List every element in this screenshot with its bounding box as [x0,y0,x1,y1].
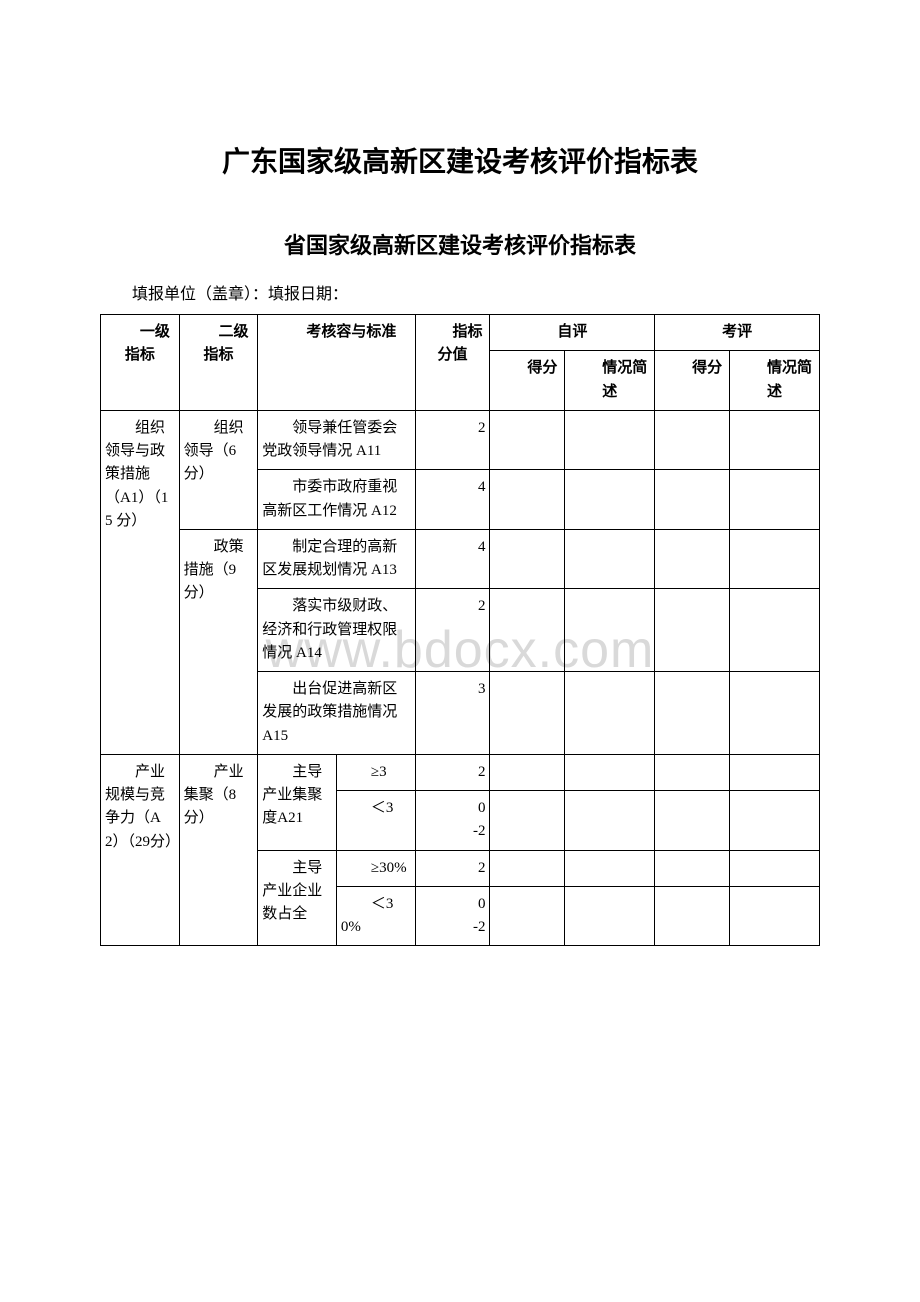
col-level2: 二级指标 [179,315,258,411]
eval-desc-cell [730,589,820,672]
col-self-score: 得分 [490,351,565,411]
table-row: 组织领导与政策措施（A1）（15 分） 组织领导（6分） 领导兼任管委会党政领导… [101,410,820,470]
eval-score-cell [655,791,730,851]
criteria-cell: 制定合理的高新区发展规划情况 A13 [258,529,415,589]
eval-desc-cell [565,791,655,851]
col-level1: 一级指标 [101,315,180,411]
eval-desc-cell [565,410,655,470]
criteria-cell: 市委市政府重视高新区工作情况 A12 [258,470,415,530]
document-content: 广东国家级高新区建设考核评价指标表 省国家级高新区建设考核评价指标表 填报单位（… [100,140,820,946]
eval-score-cell [490,529,565,589]
eval-desc-cell [730,529,820,589]
eval-desc-cell [730,850,820,886]
condition-cell: ≥3 [336,754,415,790]
fill-info-line: 填报单位（盖章）：填报日期： [100,280,820,304]
score-cell: 0 -2 [415,886,490,946]
col-self-desc: 情况简述 [565,351,655,411]
criteria-cell: 主导产业集聚度A21 [258,754,337,850]
col-points: 指标分值 [415,315,490,411]
score-cell: 4 [415,529,490,589]
eval-score-cell [490,791,565,851]
eval-score-cell [655,886,730,946]
table-row: 政策措施（9分） 制定合理的高新区发展规划情况 A134 [101,529,820,589]
level2-cell: 产业集聚（8分） [179,754,258,946]
eval-score-cell [490,470,565,530]
eval-score-cell [490,589,565,672]
score-cell: 4 [415,470,490,530]
eval-desc-cell [565,529,655,589]
eval-score-cell [655,850,730,886]
eval-desc-cell [565,589,655,672]
eval-score-cell [490,410,565,470]
eval-desc-cell [565,470,655,530]
eval-score-cell [655,589,730,672]
evaluation-table: 一级指标 二级指标 考核容与标准 指标分值 自评 考评 得分 情况简述 得分 情… [100,314,820,946]
condition-cell: ≥30% [336,850,415,886]
eval-desc-cell [730,791,820,851]
condition-cell: ＜3 [336,791,415,851]
level1-cell: 组织领导与政策措施（A1）（15 分） [101,410,180,754]
eval-desc-cell [730,886,820,946]
score-cell: 2 [415,850,490,886]
criteria-cell: 出台促进高新区发展的政策措施情况 A15 [258,672,415,755]
eval-score-cell [490,886,565,946]
main-title: 广东国家级高新区建设考核评价指标表 [100,140,820,180]
eval-desc-cell [565,850,655,886]
table-body: 组织领导与政策措施（A1）（15 分） 组织领导（6分） 领导兼任管委会党政领导… [101,410,820,946]
criteria-cell: 领导兼任管委会党政领导情况 A11 [258,410,415,470]
eval-desc-cell [565,754,655,790]
col-review-score: 得分 [655,351,730,411]
col-review: 考评 [655,315,820,351]
level2-cell: 组织领导（6分） [179,410,258,529]
eval-desc-cell [730,754,820,790]
col-self-eval: 自评 [490,315,655,351]
eval-desc-cell [730,410,820,470]
eval-desc-cell [730,672,820,755]
sub-title: 省国家级高新区建设考核评价指标表 [100,228,820,260]
score-cell: 2 [415,410,490,470]
eval-desc-cell [565,672,655,755]
score-cell: 3 [415,672,490,755]
score-cell: 0 -2 [415,791,490,851]
eval-score-cell [655,529,730,589]
table-row: 产业规模与竞争力（A2）（29分） 产业集聚（8分） 主导产业集聚度A21 ≥3… [101,754,820,790]
level2-cell: 政策措施（9分） [179,529,258,754]
eval-score-cell [655,410,730,470]
eval-score-cell [655,754,730,790]
level1-cell: 产业规模与竞争力（A2）（29分） [101,754,180,946]
eval-desc-cell [565,886,655,946]
eval-score-cell [490,672,565,755]
eval-desc-cell [730,470,820,530]
col-review-desc: 情况简述 [730,351,820,411]
criteria-cell: 落实市级财政、经济和行政管理权限情况 A14 [258,589,415,672]
eval-score-cell [490,754,565,790]
header-row-1: 一级指标 二级指标 考核容与标准 指标分值 自评 考评 [101,315,820,351]
score-cell: 2 [415,589,490,672]
eval-score-cell [655,470,730,530]
eval-score-cell [490,850,565,886]
score-cell: 2 [415,754,490,790]
eval-score-cell [655,672,730,755]
criteria-cell: 主导产业企业数占全 [258,850,337,946]
condition-cell: ＜30% [336,886,415,946]
col-criteria: 考核容与标准 [258,315,415,411]
